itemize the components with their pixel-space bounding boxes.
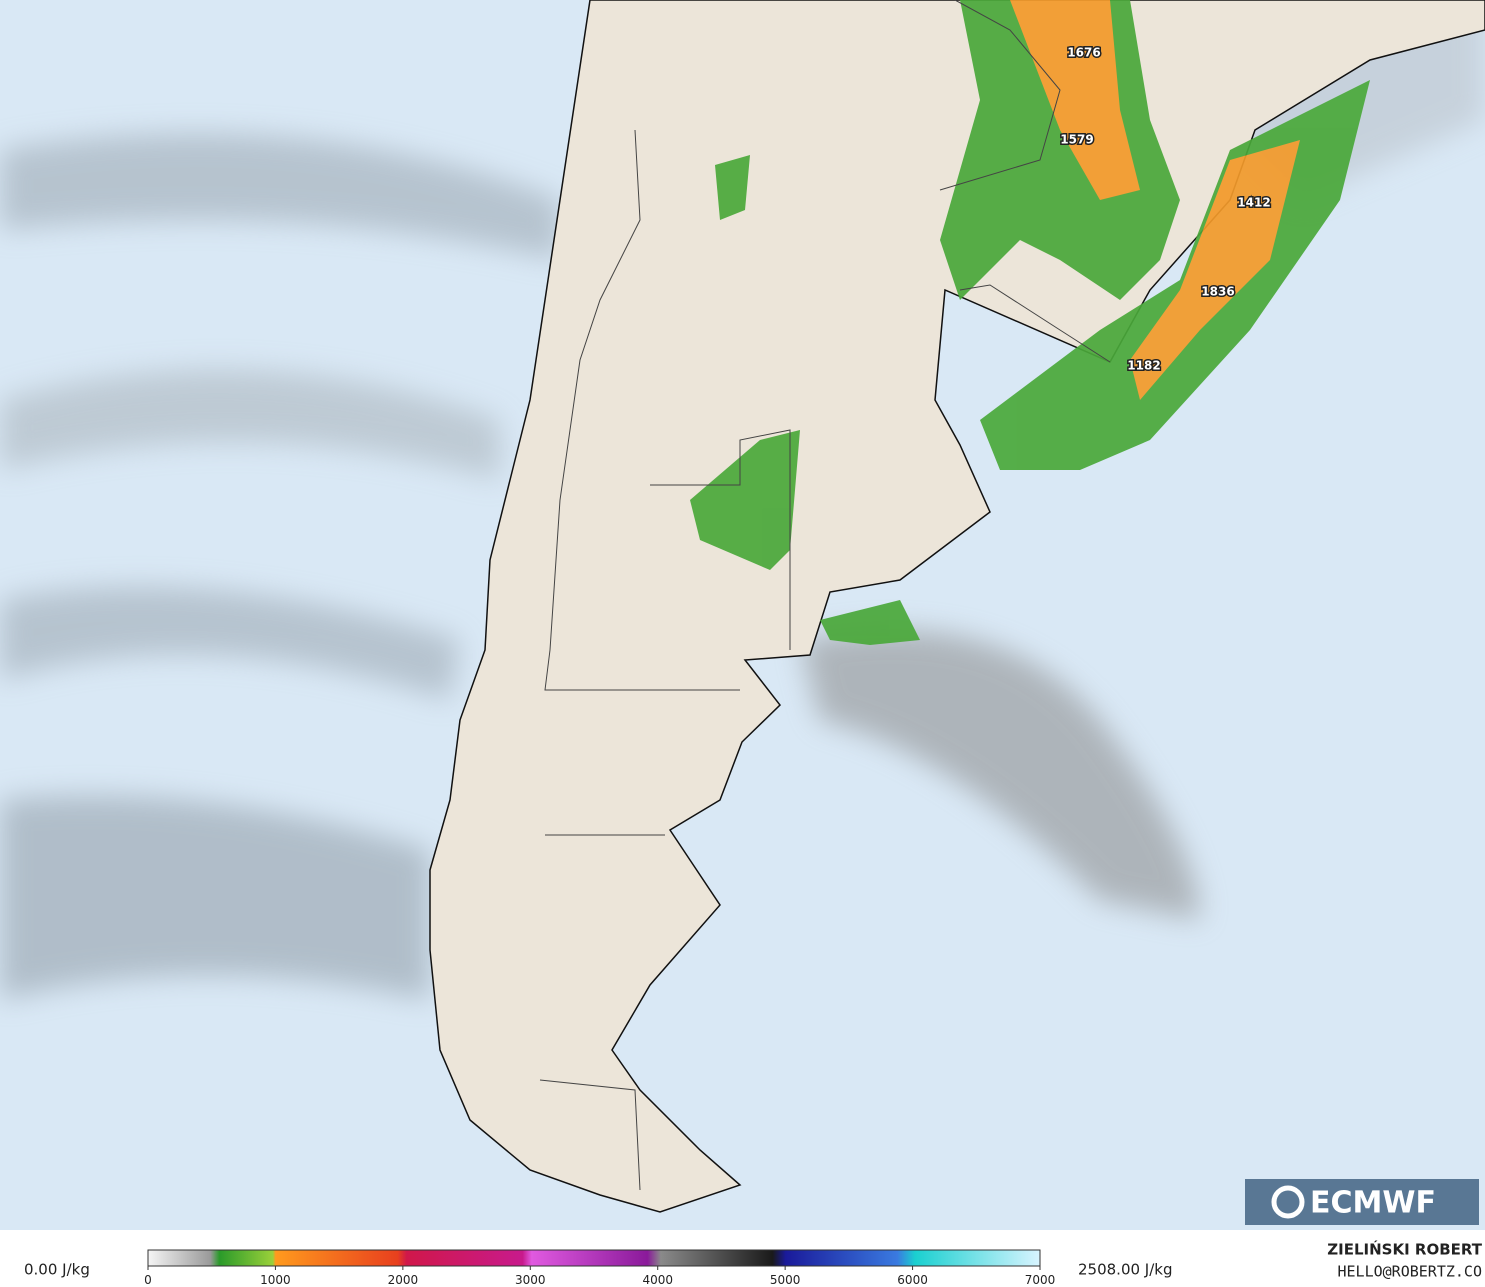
colorbar xyxy=(147,1249,1041,1267)
point-label: 1836 xyxy=(1201,285,1234,299)
min-label: 0.00 J/kg xyxy=(24,1261,90,1279)
colorbar-tick-label: 5000 xyxy=(770,1273,801,1287)
colorbar-ticks: 0 1000 2000 3000 4000 5000 6000 7000 xyxy=(144,1266,1055,1287)
colorbar-tick-label: 7000 xyxy=(1025,1273,1056,1287)
colorbar-tick-label: 0 xyxy=(144,1273,152,1287)
colorbar-tick-label: 4000 xyxy=(642,1273,673,1287)
max-label: 2508.00 J/kg xyxy=(1078,1261,1172,1279)
point-label: 1676 xyxy=(1067,46,1100,60)
colorbar-tick-label: 3000 xyxy=(515,1273,546,1287)
colorbar-tick-label: 6000 xyxy=(897,1273,928,1287)
point-label: 1579 xyxy=(1060,133,1093,147)
logo-text: ECMWF xyxy=(1310,1186,1436,1221)
colorbar-tick-label: 1000 xyxy=(260,1273,291,1287)
credit-contact: HELLO@ROBERTZ.CO xyxy=(1338,1263,1483,1281)
logo: ECMWF xyxy=(1245,1179,1479,1225)
point-label: 1182 xyxy=(1127,359,1160,373)
point-label: 1412 xyxy=(1237,196,1270,210)
credit-name: ZIELIŃSKI ROBERT xyxy=(1327,1240,1482,1259)
borders xyxy=(539,0,1111,1191)
cape-field xyxy=(690,0,1370,645)
colorbar-tick-label: 2000 xyxy=(388,1273,419,1287)
